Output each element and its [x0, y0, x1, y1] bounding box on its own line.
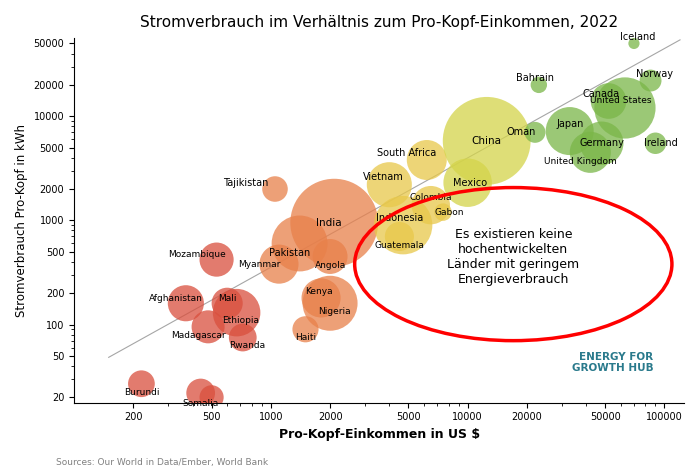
Text: Haiti: Haiti: [295, 333, 316, 342]
Text: Es existieren keine
hochentwickelten
Länder mit geringem
Energieverbrauch: Es existieren keine hochentwickelten Län…: [447, 228, 580, 286]
Text: Germany: Germany: [580, 138, 624, 148]
Text: Nigeria: Nigeria: [318, 307, 350, 316]
Text: Ireland: Ireland: [645, 138, 678, 148]
Text: Oman: Oman: [507, 127, 536, 137]
Text: Norway: Norway: [636, 69, 673, 79]
Text: Japan: Japan: [556, 119, 583, 129]
Point: [462, 179, 473, 187]
Y-axis label: Stromverbrauch Pro-Kopf in kWh: Stromverbrauch Pro-Kopf in kWh: [15, 124, 28, 317]
Text: Myanmar: Myanmar: [238, 259, 281, 269]
Text: Somalia: Somalia: [183, 399, 219, 408]
Point: [584, 149, 596, 156]
Point: [294, 240, 305, 247]
Text: Iceland: Iceland: [620, 32, 656, 42]
Text: Bahrain: Bahrain: [516, 72, 554, 83]
Text: China: China: [472, 136, 502, 146]
Text: Canada: Canada: [582, 89, 620, 99]
Text: Ethiopia: Ethiopia: [222, 316, 259, 326]
Point: [394, 233, 405, 240]
Point: [206, 393, 217, 401]
Text: Guatemala: Guatemala: [374, 242, 424, 251]
Point: [603, 97, 614, 105]
Point: [237, 334, 248, 341]
Point: [316, 294, 327, 302]
Text: South Africa: South Africa: [377, 148, 437, 158]
Point: [231, 309, 242, 316]
Point: [325, 299, 336, 307]
Point: [195, 389, 206, 397]
Point: [181, 299, 192, 307]
Text: India: India: [316, 218, 341, 227]
Text: Angola: Angola: [314, 261, 346, 270]
Point: [425, 201, 436, 209]
Title: Stromverbrauch im Verhältnis zum Pro-Kopf-Einkommen, 2022: Stromverbrauch im Verhältnis zum Pro-Kop…: [140, 15, 618, 30]
Text: Madagascar: Madagascar: [171, 331, 225, 340]
Point: [629, 39, 640, 47]
Point: [421, 156, 433, 164]
Point: [384, 181, 395, 188]
Text: Afghanistan: Afghanistan: [149, 294, 203, 303]
Text: Mali: Mali: [218, 294, 237, 303]
Point: [222, 299, 233, 307]
Point: [300, 326, 311, 333]
Point: [211, 256, 222, 263]
Text: ENERGY FOR
GROWTH HUB: ENERGY FOR GROWTH HUB: [572, 352, 654, 374]
X-axis label: Pro-Kopf-Einkommen in US $: Pro-Kopf-Einkommen in US $: [279, 428, 480, 441]
Point: [481, 137, 492, 145]
Text: Vietnam: Vietnam: [363, 172, 404, 182]
Text: Colombia: Colombia: [410, 193, 452, 203]
Point: [136, 380, 147, 387]
Point: [564, 127, 575, 135]
Point: [529, 129, 540, 136]
Text: Sources: Our World in Data/Ember, World Bank: Sources: Our World in Data/Ember, World …: [56, 458, 268, 467]
Point: [596, 140, 608, 147]
Text: Mexico: Mexico: [452, 178, 486, 188]
Text: Burundi: Burundi: [124, 388, 159, 397]
Point: [438, 208, 449, 216]
Text: United Kingdom: United Kingdom: [544, 157, 617, 166]
Point: [325, 253, 336, 260]
Point: [645, 77, 656, 84]
Text: Pakistan: Pakistan: [269, 248, 310, 258]
Text: Gabon: Gabon: [434, 208, 463, 217]
Point: [533, 81, 545, 89]
Text: Mozambique: Mozambique: [168, 250, 226, 259]
Point: [202, 323, 214, 330]
Point: [274, 260, 285, 268]
Point: [620, 104, 631, 112]
Text: Indonesia: Indonesia: [375, 213, 423, 223]
Text: Kenya: Kenya: [305, 287, 333, 296]
Point: [398, 221, 409, 229]
Point: [650, 140, 661, 147]
Text: Tajikistan: Tajikistan: [223, 178, 268, 188]
Text: United States: United States: [590, 96, 652, 105]
Point: [328, 219, 339, 227]
Point: [270, 185, 281, 193]
Text: Rwanda: Rwanda: [229, 341, 265, 350]
